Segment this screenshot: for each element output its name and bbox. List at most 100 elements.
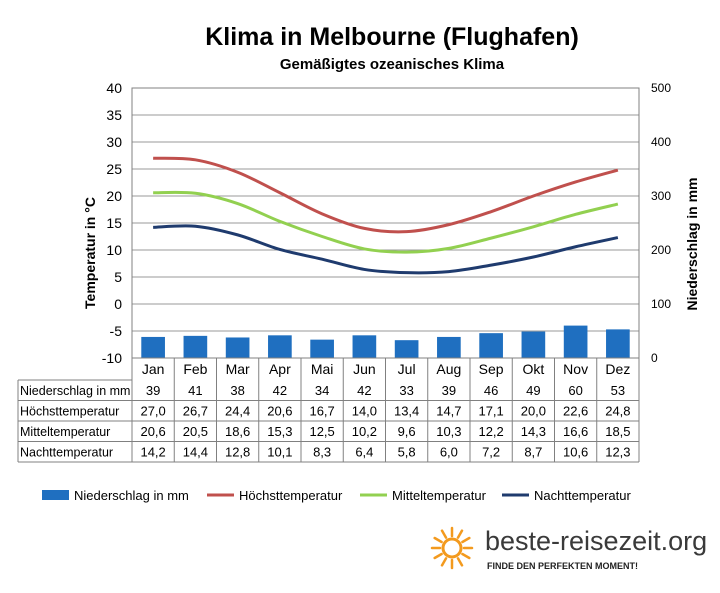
brand-site: beste-reisezeit.org [485,526,707,556]
table-cell: 26,7 [183,404,208,419]
legend: Niederschlag in mm Höchsttemperatur Mittel… [42,488,631,503]
gridlines [132,87,639,359]
table-row-label: Niederschlag in mm [20,384,130,398]
table-cell: 8,7 [524,445,542,460]
bar-precipitation [479,333,503,358]
right-tick-label: 300 [651,189,671,203]
chart-title: Klima in Melbourne (Flughafen) [205,23,579,51]
left-tick-label: 30 [106,134,122,150]
table-cell: 60 [568,383,582,398]
table-cell: 12,2 [478,424,503,439]
bar-precipitation [183,335,208,358]
legend-label: Mitteltemperatur [392,488,487,503]
sun-ray [433,536,443,544]
bar-precipitation [352,335,377,358]
x-tick-label: Dez [605,361,630,377]
table-cell: 39 [442,383,456,398]
table-cell: 17,1 [478,404,503,419]
sun-ray [440,529,448,539]
table-cell: 10,6 [563,445,588,460]
bar-precipitation [394,340,419,358]
table-cell: 41 [188,383,202,398]
x-tick-label: Feb [183,361,207,377]
table-cell: 12,8 [225,445,250,460]
left-tick-label: 15 [106,215,122,231]
sun-ray [456,557,464,567]
bar-precipitation [437,336,461,358]
table-cell: 5,8 [398,445,416,460]
legend-label: Niederschlag in mm [74,488,189,503]
table-cell: 24,8 [605,404,630,419]
legend-swatch [42,490,69,500]
branding: beste-reisezeit.org FINDE DEN PERFEKTEN … [430,526,707,571]
table-cell: 13,4 [394,404,419,419]
table-cell: 42 [273,383,287,398]
table-cell: 34 [315,383,329,398]
series-line-Nachttemperatur [153,224,619,275]
right-tick-label: 100 [651,297,671,311]
table-cell: 18,6 [225,424,250,439]
table-cell: 14,2 [140,445,165,460]
bar-precipitation [225,337,250,358]
sun-ray [461,536,471,544]
table-cell: 39 [146,383,160,398]
x-tick-label: Mai [311,361,334,377]
bar-precipitation [310,339,334,358]
table-row-label: Nachttemperatur [20,446,113,460]
brand-tagline: FINDE DEN PERFEKTEN MOMENT! [487,561,638,571]
bar-precipitation [606,329,630,358]
x-tick-label: Apr [269,361,291,377]
table-cell: 38 [230,383,244,398]
right-tick-label: 400 [651,135,671,149]
table-cell: 10,1 [267,445,292,460]
table-cell: 7,2 [482,445,500,460]
left-tick-label: -10 [102,350,122,366]
x-tick-label: Jun [353,361,376,377]
bar-precipitation [563,325,588,358]
table-cell: 20,6 [267,404,292,419]
left-tick-label: 40 [106,80,122,96]
chart-subtitle: Gemäßigtes ozeanisches Klima [280,56,505,73]
bar-precipitation [521,331,546,358]
precipitation-bars [141,325,630,358]
table-cell: 22,6 [563,404,588,419]
table-cell: 12,3 [605,445,630,460]
bar-precipitation [141,336,165,358]
table-cell: 6,4 [355,445,373,460]
x-tick-label: Nov [563,361,588,377]
table-cell: 16,7 [309,404,334,419]
table-cell: 24,4 [225,404,250,419]
bar-precipitation [268,335,292,358]
table-cell: 20,0 [521,404,546,419]
x-tick-label: Aug [436,361,461,377]
table-cell: 16,6 [563,424,588,439]
table-cell: 33 [399,383,413,398]
table-cell: 53 [611,383,625,398]
left-tick-label: 35 [106,107,122,123]
sun-ray [433,552,443,560]
table-cell: 15,3 [267,424,292,439]
right-axis-label: Niederschlag in mm [684,177,700,310]
table-row-label: Mitteltemperatur [20,425,110,439]
left-tick-label: 20 [106,188,122,204]
table-cell: 14,7 [436,404,461,419]
table-cell: 46 [484,383,498,398]
left-tick-label: 25 [106,161,122,177]
table-cell: 18,5 [605,424,630,439]
series-line-Höchsttemperatur [153,156,619,234]
sun-core [441,537,463,559]
sun-ray [456,529,464,539]
table-cell: 14,4 [183,445,208,460]
right-tick-label: 200 [651,243,671,257]
temperature-lines [153,156,619,275]
table-cell: 20,6 [140,424,165,439]
table-cell: 9,6 [398,424,416,439]
legend-label: Nachttemperatur [534,488,631,503]
series-line-Mitteltemperatur [153,190,619,254]
left-axis-label: Temperatur in °C [82,197,98,309]
x-tick-label: Mar [226,361,250,377]
table-cell: 20,5 [183,424,208,439]
